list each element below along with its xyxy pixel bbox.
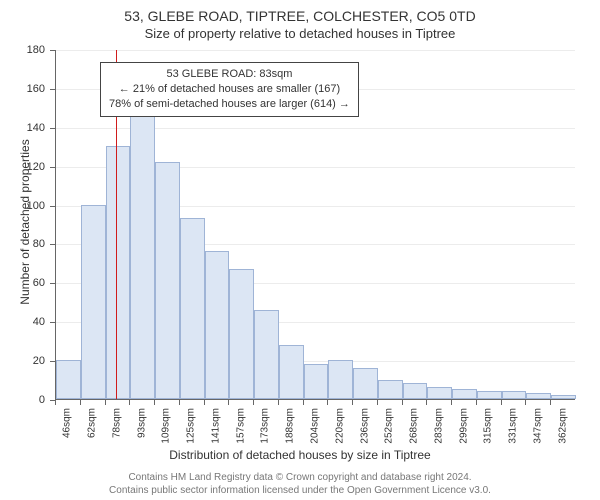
xtick-mark [253,400,254,405]
histogram-bar [502,391,527,399]
histogram-bar [304,364,329,399]
xtick-mark [154,400,155,405]
xtick-label: 46sqm [62,408,73,438]
histogram-bar [155,162,180,399]
xtick-label: 204sqm [310,408,321,444]
x-axis-label: Distribution of detached houses by size … [0,448,600,462]
xtick-label: 157sqm [235,408,246,444]
annotation-line3: 78% of semi-detached houses are larger (… [109,97,350,112]
xtick-mark [426,400,427,405]
xtick-mark [550,400,551,405]
xtick-label: 125sqm [186,408,197,444]
xtick-mark [402,400,403,405]
ytick-label: 80 [15,238,45,250]
histogram-bar [254,310,279,399]
xtick-label: 78sqm [111,408,122,438]
xtick-mark [377,400,378,405]
xtick-mark [303,400,304,405]
histogram-bar [526,393,551,399]
histogram-bar [403,383,428,399]
chart-subtitle: Size of property relative to detached ho… [0,26,600,41]
xtick-mark [476,400,477,405]
xtick-mark [179,400,180,405]
xtick-mark [451,400,452,405]
footer-line-2: Contains public sector information licen… [0,485,600,496]
chart-title: 53, GLEBE ROAD, TIPTREE, COLCHESTER, CO5… [0,8,600,24]
histogram-bar [205,251,230,399]
xtick-mark [278,400,279,405]
xtick-label: 173sqm [260,408,271,444]
histogram-bar [279,345,304,399]
ytick-label: 40 [15,316,45,328]
histogram-bar [477,391,502,399]
histogram-bar [106,146,131,399]
histogram-bar [378,380,403,399]
annotation-line2: ← 21% of detached houses are smaller (16… [109,82,350,97]
xtick-label: 62sqm [87,408,98,438]
xtick-label: 188sqm [285,408,296,444]
histogram-bar [328,360,353,399]
xtick-label: 299sqm [458,408,469,444]
xtick-label: 220sqm [334,408,345,444]
xtick-label: 283sqm [433,408,444,444]
footer-line-1: Contains HM Land Registry data © Crown c… [0,472,600,483]
histogram-bar [452,389,477,399]
ytick-label: 60 [15,277,45,289]
histogram-bar [130,111,155,399]
xtick-mark [525,400,526,405]
histogram-bar [56,360,81,399]
chart-container: 53, GLEBE ROAD, TIPTREE, COLCHESTER, CO5… [0,0,600,500]
xtick-label: 268sqm [409,408,420,444]
annotation-line1: 53 GLEBE ROAD: 83sqm [109,67,350,82]
xtick-label: 331sqm [508,408,519,444]
xtick-label: 252sqm [384,408,395,444]
histogram-bar [81,205,106,399]
annotation-box: 53 GLEBE ROAD: 83sqm ← 21% of detached h… [100,62,359,117]
xtick-label: 362sqm [557,408,568,444]
ytick-label: 100 [15,200,45,212]
ytick-label: 20 [15,355,45,367]
xtick-mark [55,400,56,405]
histogram-bar [427,387,452,399]
xtick-label: 236sqm [359,408,370,444]
gridline [56,50,575,51]
xtick-mark [105,400,106,405]
xtick-label: 347sqm [532,408,543,444]
histogram-bar [229,269,254,399]
ytick-label: 120 [15,161,45,173]
ytick-label: 0 [15,394,45,406]
ytick-label: 160 [15,83,45,95]
histogram-bar [180,218,205,399]
xtick-mark [501,400,502,405]
histogram-bar [353,368,378,399]
xtick-mark [129,400,130,405]
xtick-label: 109sqm [161,408,172,444]
xtick-mark [80,400,81,405]
xtick-label: 93sqm [136,408,147,438]
xtick-mark [204,400,205,405]
xtick-label: 141sqm [210,408,221,444]
ytick-label: 180 [15,44,45,56]
xtick-mark [327,400,328,405]
ytick-label: 140 [15,122,45,134]
xtick-label: 315sqm [483,408,494,444]
histogram-bar [551,395,576,399]
xtick-mark [352,400,353,405]
xtick-mark [228,400,229,405]
